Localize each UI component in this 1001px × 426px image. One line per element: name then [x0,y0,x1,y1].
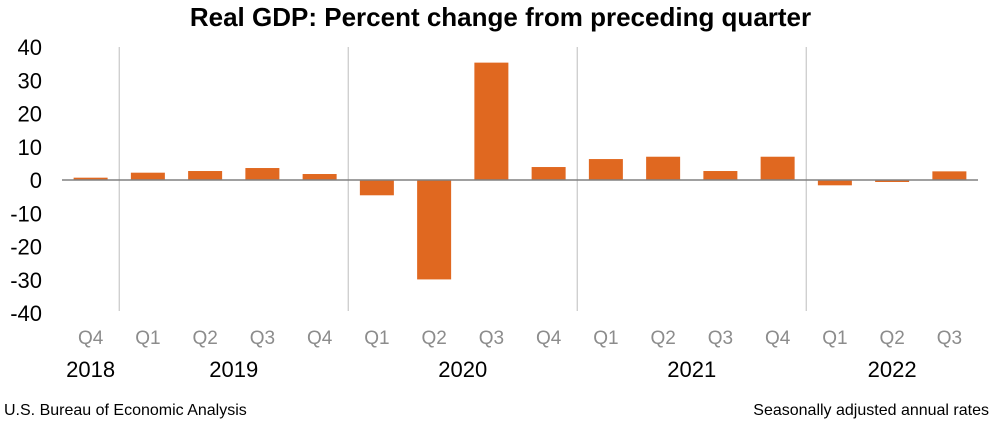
year-label: 2018 [66,357,115,382]
bar [417,180,452,280]
bar [703,171,738,180]
x-tick-label: Q3 [250,328,275,349]
y-tick-label: 40 [18,35,42,60]
chart-title: Real GDP: Percent change from preceding … [189,2,812,32]
y-tick-label: 10 [18,135,42,160]
bar [73,177,108,180]
bar [817,180,852,186]
bar [646,156,681,180]
year-label: 2020 [438,357,487,382]
source-label: U.S. Bureau of Economic Analysis [4,402,247,419]
bar [588,159,623,180]
x-tick-label: Q2 [421,328,446,349]
bar [474,62,509,180]
bar [245,168,280,180]
x-tick-label: Q3 [708,328,733,349]
bar [359,180,394,196]
x-tick-label: Q2 [192,328,217,349]
bar [875,180,910,182]
x-tick-label: Q4 [536,328,562,349]
bar [531,167,566,180]
x-tick-label: Q2 [650,328,675,349]
bar [188,171,223,180]
note-label: Seasonally adjusted annual rates [753,402,989,419]
year-label: 2022 [868,357,917,382]
y-tick-label: -20 [10,235,42,260]
y-tick-label: 20 [18,102,42,127]
year-label: 2021 [667,357,716,382]
bar [302,174,337,180]
bar [760,156,795,180]
x-tick-label: Q4 [307,328,333,349]
y-tick-label: -30 [10,268,42,293]
x-tick-label: Q3 [479,328,504,349]
y-tick-label: 30 [18,68,42,93]
x-tick-label: Q1 [593,328,618,349]
bar [130,172,165,180]
x-tick-label: Q4 [765,328,791,349]
x-tick-label: Q1 [822,328,847,349]
y-tick-label: -10 [10,201,42,226]
y-tick-label: 0 [30,168,42,193]
x-tick-label: Q2 [879,328,904,349]
x-tick-label: Q1 [135,328,160,349]
x-tick-label: Q4 [78,328,104,349]
x-tick-label: Q3 [937,328,962,349]
x-tick-label: Q1 [364,328,389,349]
y-tick-label: -40 [10,301,42,326]
bar [932,171,967,180]
year-label: 2019 [209,357,258,382]
